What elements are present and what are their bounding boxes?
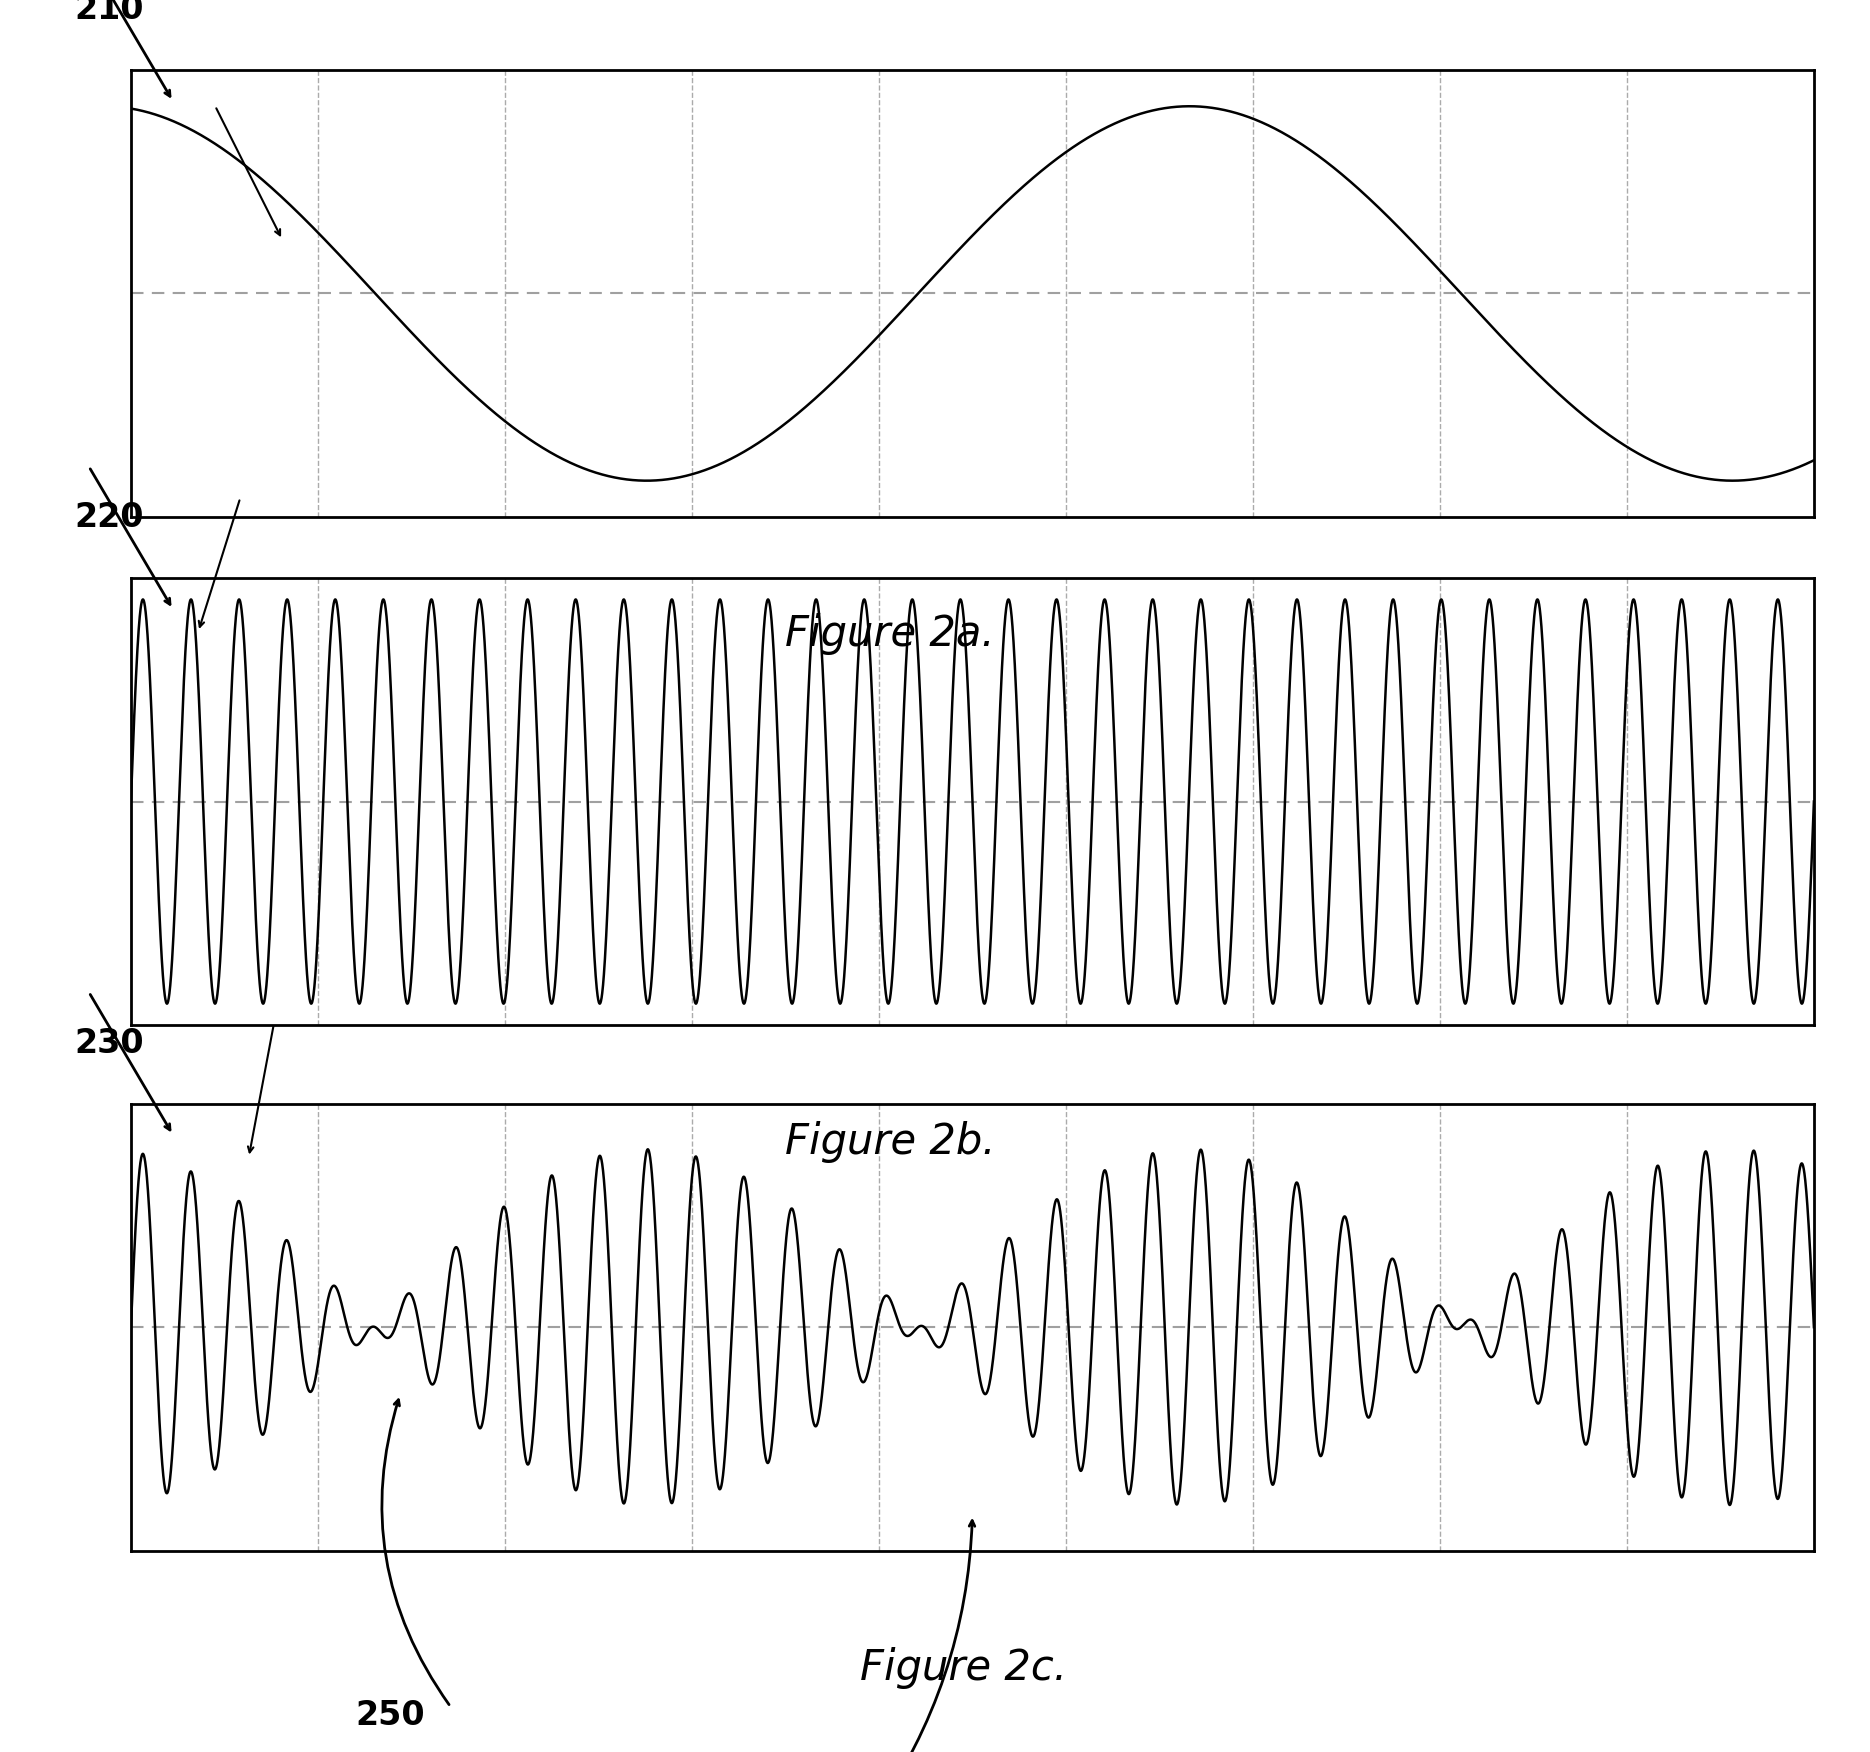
Text: 250: 250	[355, 1699, 424, 1733]
Text: 230: 230	[75, 1027, 144, 1060]
Text: Figure 2c.: Figure 2c.	[860, 1647, 1068, 1689]
Text: Figure 2b.: Figure 2b.	[785, 1121, 997, 1163]
Text: Figure 2a.: Figure 2a.	[785, 613, 995, 655]
Text: 220: 220	[75, 501, 144, 534]
Text: 210: 210	[75, 0, 144, 26]
